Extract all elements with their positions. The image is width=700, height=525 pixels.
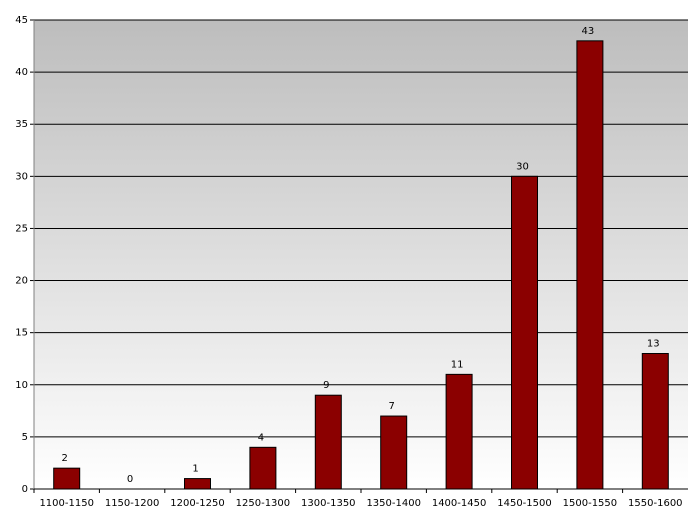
y-tick-label: 5: [22, 432, 28, 443]
y-tick-label: 40: [15, 67, 28, 78]
data-label: 30: [516, 161, 529, 172]
data-label: 43: [582, 26, 595, 37]
x-tick-label: 1550-1600: [628, 498, 683, 509]
bar: [511, 175, 538, 490]
bar: [249, 446, 277, 490]
y-tick-label: 10: [15, 380, 28, 391]
x-tick-label: 1350-1400: [366, 498, 421, 509]
y-tick-label: 35: [15, 119, 28, 130]
bar: [641, 353, 669, 490]
data-label: 11: [451, 359, 464, 370]
y-tick-label: 20: [15, 276, 28, 287]
bar: [380, 415, 408, 490]
y-tick-label: 15: [15, 328, 28, 339]
x-tick-label: 1150-1200: [105, 498, 160, 509]
data-label: 7: [389, 401, 395, 412]
data-label: 9: [323, 380, 329, 391]
x-tick-label: 1250-1300: [236, 498, 291, 509]
x-tick-label: 1300-1350: [301, 498, 356, 509]
data-label: 13: [647, 339, 660, 350]
data-label: 4: [258, 432, 264, 443]
x-tick-label: 1450-1500: [497, 498, 552, 509]
y-tick-label: 45: [15, 15, 28, 26]
x-tick-label: 1200-1250: [170, 498, 225, 509]
bar: [53, 467, 81, 490]
data-label: 0: [127, 474, 133, 485]
bar: [314, 394, 342, 490]
y-tick-label: 30: [15, 171, 28, 182]
data-label: 1: [192, 464, 198, 475]
x-tick-label: 1100-1150: [39, 498, 94, 509]
y-tick-label: 25: [15, 223, 28, 234]
x-tick-label: 1500-1550: [563, 498, 618, 509]
data-label: 2: [62, 453, 68, 464]
y-tick-label: 0: [22, 484, 28, 495]
bar: [576, 40, 604, 490]
bar: [445, 373, 473, 490]
bar: [184, 478, 211, 490]
x-tick-label: 1400-1450: [432, 498, 487, 509]
